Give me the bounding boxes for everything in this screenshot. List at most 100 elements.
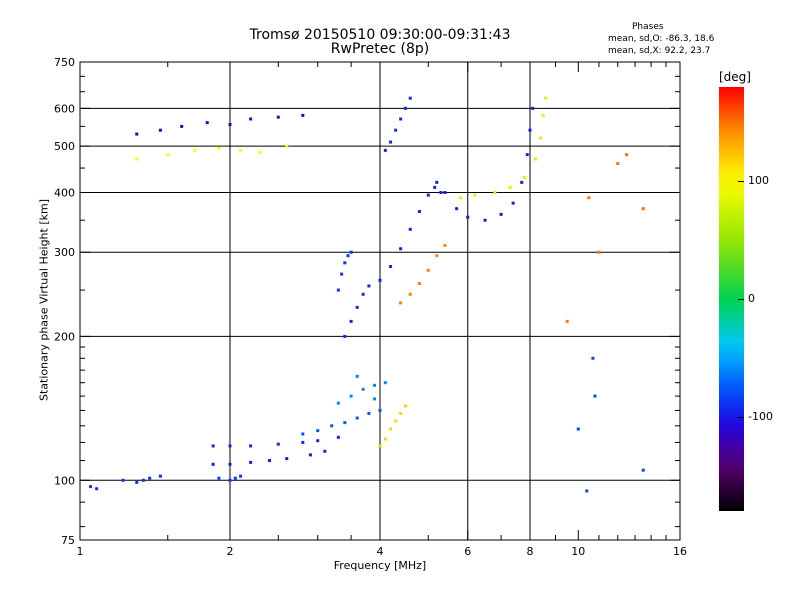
colorbar-tick bbox=[738, 181, 744, 183]
y-tick-label: 500 bbox=[54, 140, 75, 153]
data-point bbox=[343, 334, 347, 338]
phases-stats-title: Phases bbox=[632, 22, 664, 32]
data-point bbox=[399, 411, 403, 415]
data-point bbox=[403, 106, 407, 110]
data-point bbox=[389, 140, 393, 144]
data-point bbox=[228, 444, 232, 448]
data-point bbox=[276, 115, 280, 119]
colorbar-unit-label: [deg] bbox=[719, 70, 751, 84]
x-tick-label: 6 bbox=[464, 545, 471, 558]
data-point bbox=[435, 254, 439, 258]
data-point bbox=[383, 148, 387, 152]
data-point bbox=[166, 153, 170, 157]
data-point bbox=[217, 146, 221, 150]
data-point bbox=[408, 292, 412, 296]
y-tick-label: 100 bbox=[54, 474, 75, 487]
data-point bbox=[389, 427, 393, 431]
data-point bbox=[367, 411, 371, 415]
data-point bbox=[373, 397, 377, 401]
data-point bbox=[141, 478, 145, 482]
data-point bbox=[417, 210, 421, 214]
data-point bbox=[355, 374, 359, 378]
y-axis-label: Stationary phase Virtual Height [km] bbox=[37, 198, 51, 402]
y-tick-label: 200 bbox=[54, 330, 75, 343]
data-point bbox=[180, 124, 184, 128]
data-point bbox=[228, 478, 232, 482]
data-point bbox=[355, 416, 359, 420]
data-point bbox=[539, 136, 543, 140]
data-point bbox=[597, 250, 601, 254]
data-point bbox=[408, 96, 412, 100]
x-tick-label: 1 bbox=[77, 545, 84, 558]
data-point bbox=[531, 106, 535, 110]
x-tick-label: 2 bbox=[227, 545, 234, 558]
data-point bbox=[417, 282, 421, 286]
data-point bbox=[383, 381, 387, 385]
data-point bbox=[576, 427, 580, 431]
data-point bbox=[228, 462, 232, 466]
phases-stats-x: mean, sd,X: 92.2, 23.7 bbox=[608, 46, 711, 56]
chart-subtitle: RwPretec (8p) bbox=[330, 41, 430, 57]
data-point bbox=[301, 432, 305, 436]
data-point bbox=[525, 153, 529, 157]
x-tick-label: 8 bbox=[527, 545, 534, 558]
colorbar-tick-label: -100 bbox=[748, 409, 773, 423]
data-point bbox=[585, 489, 589, 493]
colorbar-tick bbox=[738, 416, 744, 418]
data-point bbox=[316, 429, 320, 433]
data-point bbox=[285, 144, 289, 148]
data-point bbox=[301, 113, 305, 117]
data-point bbox=[455, 207, 459, 211]
data-point bbox=[433, 185, 437, 189]
data-point bbox=[343, 421, 347, 425]
data-point bbox=[544, 96, 548, 100]
data-point bbox=[373, 383, 377, 387]
data-point bbox=[587, 196, 591, 200]
data-point bbox=[205, 121, 209, 125]
data-point bbox=[340, 272, 344, 276]
data-point bbox=[443, 190, 447, 194]
data-point bbox=[193, 148, 197, 152]
data-point bbox=[435, 180, 439, 184]
x-tick-label: 4 bbox=[377, 545, 384, 558]
y-tick-label: 750 bbox=[54, 56, 75, 69]
data-point bbox=[499, 212, 503, 216]
colorbar-tick-label: 100 bbox=[748, 174, 769, 188]
x-tick-label: 10 bbox=[571, 545, 585, 558]
data-point bbox=[394, 128, 398, 132]
data-point bbox=[239, 474, 243, 478]
data-point bbox=[443, 243, 447, 247]
data-point bbox=[383, 437, 387, 441]
data-point bbox=[399, 117, 403, 121]
data-point bbox=[541, 113, 545, 117]
data-point bbox=[95, 487, 99, 491]
data-point bbox=[228, 123, 232, 127]
data-point bbox=[483, 218, 487, 222]
x-axis-label: Frequency [MHz] bbox=[333, 559, 427, 572]
data-point bbox=[316, 439, 320, 443]
data-point bbox=[493, 190, 497, 194]
data-point bbox=[276, 442, 280, 446]
data-point bbox=[336, 288, 340, 292]
phases-stats-o: mean, sd,O: -86.3, 18.6 bbox=[608, 34, 715, 44]
chart-title: Tromsø 20150510 09:30:00-09:31:43 bbox=[249, 27, 511, 43]
x-tick-label: 16 bbox=[673, 545, 687, 558]
data-point bbox=[367, 284, 371, 288]
data-point bbox=[361, 292, 365, 296]
data-point bbox=[135, 480, 139, 484]
y-tick-label: 400 bbox=[54, 186, 75, 199]
data-point bbox=[285, 457, 289, 461]
data-point bbox=[323, 449, 327, 453]
data-point bbox=[158, 128, 162, 132]
data-point bbox=[343, 261, 347, 265]
colorbar-tick bbox=[738, 299, 744, 300]
data-point bbox=[426, 268, 430, 272]
data-point bbox=[89, 485, 93, 489]
data-point bbox=[466, 215, 470, 219]
data-point bbox=[378, 278, 382, 282]
y-tick-label: 600 bbox=[54, 102, 75, 115]
data-point bbox=[148, 476, 152, 480]
data-point bbox=[349, 319, 353, 323]
data-point bbox=[346, 254, 350, 258]
data-point bbox=[336, 435, 340, 439]
